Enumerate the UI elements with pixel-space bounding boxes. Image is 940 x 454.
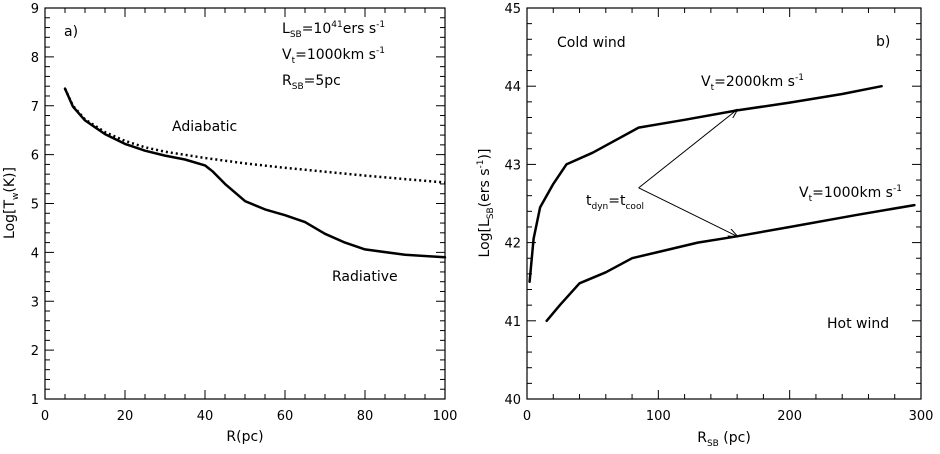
y-tick-label: 9 bbox=[31, 2, 39, 17]
annotation-arrow bbox=[638, 110, 738, 189]
x-axis-title-b: RSB (pc) bbox=[697, 430, 751, 449]
x-tick-label: 80 bbox=[357, 409, 374, 424]
y-tick-label: 40 bbox=[504, 393, 521, 408]
series-line-2000kms bbox=[528, 84, 883, 283]
x-tick-label: 20 bbox=[117, 409, 134, 424]
x-tick-label: 300 bbox=[909, 409, 934, 424]
cold-wind-label: Cold wind bbox=[557, 35, 626, 51]
series-line-radiative bbox=[63, 87, 447, 259]
x-tick-label: 0 bbox=[523, 409, 531, 424]
y-tick-label: 5 bbox=[31, 198, 39, 213]
series-group-a bbox=[63, 87, 447, 259]
plot-frame-a bbox=[44, 7, 446, 400]
param-velocity: Vt=1000km s-1 bbox=[282, 46, 385, 66]
y-tick-label: 43 bbox=[504, 158, 521, 173]
param-radius: RSB=5pc bbox=[282, 73, 341, 92]
adiabatic-label: Adiabatic bbox=[172, 119, 237, 135]
axis-ticks-b: 0 100 200 300 40 41 42 43 44 45 bbox=[504, 2, 933, 424]
series-label-1000: Vt=1000km s-1 bbox=[799, 184, 902, 204]
panel-label-a: a) bbox=[64, 24, 78, 40]
x-tick-label: 60 bbox=[277, 409, 294, 424]
y-axis-title-b: Log[LSB(ers s-1)] bbox=[476, 149, 496, 258]
y-tick-label: 8 bbox=[31, 51, 39, 66]
y-axis-title-a: Log[Tw(K)] bbox=[2, 167, 21, 239]
series-label-2000: Vt=2000km s-1 bbox=[701, 73, 804, 93]
x-axis-title-a: R(pc) bbox=[226, 429, 263, 445]
y-tick-label: 4 bbox=[31, 246, 39, 261]
y-tick-label: 42 bbox=[504, 237, 521, 252]
panel-a: 0 20 40 60 80 100 1 2 3 4 5 6 7 8 9 a) LSB=1041ers s-1… bbox=[2, 2, 457, 445]
y-tick-label: 1 bbox=[31, 393, 39, 408]
y-tick-label: 45 bbox=[504, 2, 521, 17]
series-line-1000kms bbox=[545, 203, 916, 323]
y-tick-label: 3 bbox=[31, 295, 39, 310]
x-tick-label: 0 bbox=[41, 409, 49, 424]
condition-label: tdyn=tcool bbox=[586, 193, 644, 212]
hot-wind-label: Hot wind bbox=[827, 316, 889, 332]
x-tick-label: 40 bbox=[197, 409, 214, 424]
radiative-label: Radiative bbox=[332, 269, 398, 285]
x-tick-label: 100 bbox=[646, 409, 671, 424]
y-tick-label: 6 bbox=[31, 149, 39, 164]
param-luminosity: LSB=1041ers s-1 bbox=[282, 20, 385, 40]
arrow-group bbox=[638, 110, 738, 237]
y-tick-label: 7 bbox=[31, 100, 39, 115]
y-tick-label: 2 bbox=[31, 344, 39, 359]
series-line-adiabatic bbox=[63, 88, 446, 184]
y-tick-label: 44 bbox=[504, 80, 521, 95]
axis-ticks-a: 0 20 40 60 80 100 1 2 3 4 5 6 7 8 9 bbox=[31, 2, 458, 424]
series-group-b bbox=[528, 84, 916, 323]
panel-b: 0 100 200 300 40 41 42 43 44 45 b) Cold wind Hot … bbox=[476, 2, 933, 449]
x-tick-label: 100 bbox=[433, 409, 458, 424]
panel-label-b: b) bbox=[876, 34, 890, 50]
plot-frame-b bbox=[526, 7, 922, 400]
annotation-arrow bbox=[638, 187, 738, 236]
x-tick-label: 200 bbox=[777, 409, 802, 424]
y-tick-label: 41 bbox=[504, 315, 521, 330]
